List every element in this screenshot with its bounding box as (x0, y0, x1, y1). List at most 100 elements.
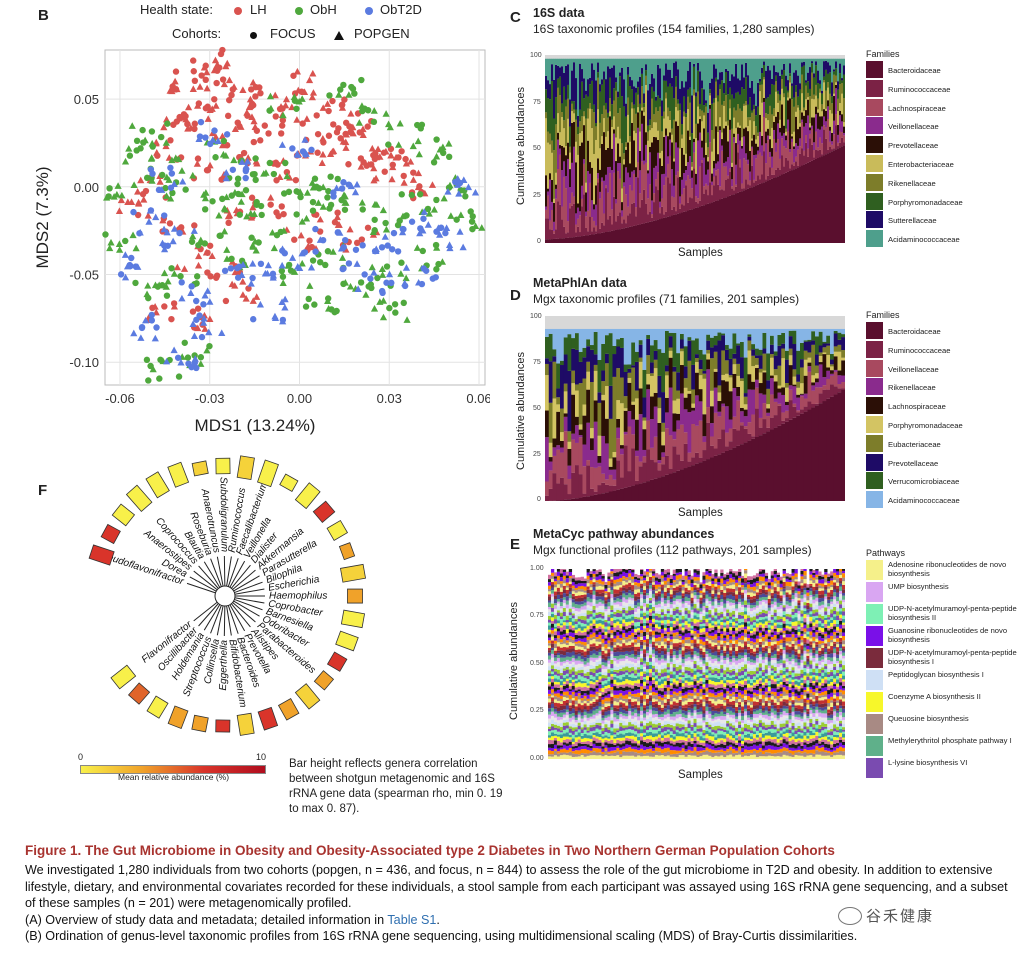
scatter-point-ObT2D (420, 208, 428, 215)
stacked-segment (593, 112, 596, 154)
stacked-segment (759, 179, 762, 184)
scatter-point-LH (252, 83, 260, 91)
stacked-segment (751, 366, 756, 382)
pathway-segment (577, 616, 581, 619)
pathway-segment (571, 746, 576, 749)
pathway-segment (601, 678, 605, 682)
stacked-segment (637, 112, 640, 128)
stacked-segment (548, 457, 553, 462)
stacked-segment (800, 359, 805, 368)
stacked-segment (813, 142, 816, 151)
stacked-segment (713, 455, 718, 501)
stacked-segment (815, 403, 820, 406)
scatter-point-ObH (409, 142, 417, 150)
pathway-segment (628, 603, 632, 607)
scatter-point-ObT2D (429, 275, 437, 282)
stacked-segment (593, 204, 596, 210)
stacked-segment (800, 383, 805, 394)
pathway-segment (628, 644, 632, 648)
stacked-segment (841, 93, 844, 115)
stacked-segment (611, 119, 614, 128)
pathway-segment (548, 596, 552, 601)
stacked-segment (657, 95, 660, 112)
pathway-segment (568, 591, 573, 595)
pathway-segment (571, 730, 576, 735)
stacked-segment (791, 136, 794, 139)
stacked-segment (689, 87, 692, 103)
pathway-segment (559, 642, 564, 645)
scatter-point-ObH (228, 192, 236, 199)
stacked-segment (783, 125, 786, 134)
scatter-point-LH (359, 131, 367, 138)
stacked-segment (586, 361, 591, 372)
stacked-segment (721, 189, 724, 199)
scatter-point-ObT2D (178, 279, 185, 286)
pathway-segment (565, 585, 570, 588)
stacked-segment (721, 374, 726, 381)
pathway-segment (613, 569, 617, 573)
scatter-point-ObH (416, 191, 424, 198)
stacked-segment (815, 106, 818, 115)
stacked-segment (571, 205, 574, 238)
pathway-segment (595, 699, 599, 703)
pathway-segment (607, 612, 611, 615)
scatter-point-LH (330, 147, 338, 155)
stacked-segment (563, 226, 566, 239)
stacked-segment (599, 84, 602, 92)
stacked-segment (702, 371, 707, 374)
stacked-segment (589, 58, 592, 78)
scatter-point-LH (248, 113, 256, 121)
pathway-segment (625, 639, 629, 643)
stacked-segment (615, 58, 618, 78)
scatter-point-ObT2D (218, 329, 226, 337)
stacked-segment (609, 166, 612, 174)
stacked-segment (771, 58, 774, 79)
pathway-segment (577, 613, 581, 617)
pathway-segment (548, 693, 552, 697)
stacked-segment (821, 156, 824, 243)
scatter-point-ObT2D (437, 224, 445, 231)
stacked-segment (829, 126, 832, 131)
pathway-segment (622, 576, 626, 579)
pathway-segment (559, 657, 564, 662)
pathway-segment (601, 699, 605, 704)
stacked-segment (800, 342, 805, 360)
stacked-segment (803, 110, 806, 116)
pathway-segment (598, 589, 602, 594)
scatter-point-LH (387, 151, 395, 159)
stacked-segment (689, 58, 692, 62)
scatter-point-ObT2D (271, 312, 279, 320)
pathway-segment (580, 597, 584, 602)
scatter-point-ObH (313, 183, 320, 191)
stacked-segment (657, 477, 662, 501)
scatter-point-ObH (102, 231, 109, 238)
pathway-segment (559, 732, 564, 735)
scatter-point-LH (180, 265, 189, 272)
stacked-segment (586, 339, 591, 347)
stacked-segment (791, 99, 794, 135)
stacked-segment (705, 183, 708, 190)
stacked-segment (585, 90, 588, 95)
pathway-segment (559, 594, 564, 599)
stacked-segment (765, 179, 768, 182)
pathway-segment (619, 757, 623, 759)
stacked-segment (763, 61, 766, 66)
pathway-segment (553, 650, 558, 654)
pathway-segment (583, 669, 587, 674)
stacked-segment (693, 66, 696, 90)
pathway-segment (548, 647, 552, 651)
stacked-segment (560, 432, 565, 441)
stacked-segment (571, 439, 576, 473)
panel-d-subtitle: Mgx taxonomic profiles (71 families, 201… (533, 292, 800, 306)
scatter-point-ObH (334, 175, 341, 183)
pathway-segment (601, 742, 605, 747)
pathway-segment (592, 679, 596, 683)
pathway-segment (592, 584, 596, 587)
pathway-segment (625, 659, 629, 664)
stacked-segment (779, 132, 782, 159)
stacked-segment (747, 422, 752, 434)
scatter-point-ObT2D (408, 218, 416, 225)
pathway-segment (625, 705, 629, 709)
stacked-segment (799, 138, 802, 147)
pathway-segment (548, 619, 552, 623)
